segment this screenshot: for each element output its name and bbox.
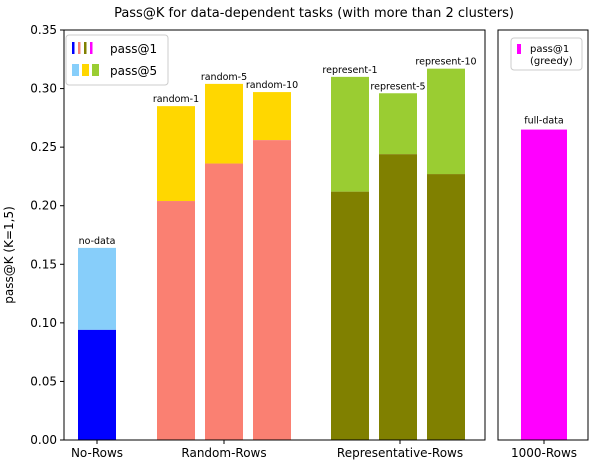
x-tick-label: Representative-Rows	[337, 446, 463, 460]
bar-pass5	[427, 68, 465, 175]
bar-label: random-5	[201, 72, 247, 83]
y-tick-label: 0.15	[30, 257, 57, 271]
y-tick-label: 0.00	[30, 433, 57, 447]
bar-label: random-10	[246, 80, 298, 91]
bar-label: represent-10	[415, 57, 476, 68]
bar-pass5	[253, 92, 291, 141]
chart-title: Pass@K for data-dependent tasks (with mo…	[114, 6, 514, 21]
bar-label: no-data	[79, 236, 116, 247]
legend-label: pass@1	[530, 44, 569, 55]
bar-pass5	[157, 106, 195, 202]
legend-swatch	[82, 64, 89, 76]
y-axis-label: pass@K (K=1,5)	[2, 206, 16, 304]
legend-swatch	[72, 64, 79, 76]
legend-swatch	[78, 42, 81, 54]
legend-swatch	[90, 42, 93, 54]
bar-pass1	[427, 174, 465, 441]
bar-pass1	[78, 329, 116, 440]
legend: pass@1 pass@5	[65, 34, 169, 86]
bar-pass5	[205, 83, 243, 164]
bar-pass1-greedy	[521, 129, 567, 441]
legend-greedy: pass@1(greedy)	[510, 37, 583, 71]
bar-pass5	[379, 93, 417, 155]
legend-swatch	[84, 42, 87, 54]
bar-pass1	[379, 154, 417, 440]
y-tick-label: 0.10	[30, 316, 57, 330]
bar-label: random-1	[153, 94, 199, 105]
x-tick-label: Random-Rows	[181, 446, 266, 460]
bar-pass1	[205, 163, 243, 441]
legend-swatch	[72, 42, 75, 54]
right-panel: full-data 1000-Rows	[497, 29, 589, 460]
x-tick-label: No-Rows	[71, 446, 123, 460]
bar-pass1	[157, 201, 195, 440]
bar-pass1	[331, 191, 369, 440]
legend-swatch	[92, 64, 99, 76]
y-tick-label: 0.30	[30, 82, 57, 96]
legend-label: pass@1	[110, 42, 157, 56]
bar-pass5	[78, 247, 116, 330]
plot-frame	[63, 29, 486, 441]
y-tick-label: 0.35	[30, 23, 57, 37]
bar-label: represent-1	[322, 65, 377, 76]
legend-label: (greedy)	[530, 56, 573, 67]
bar-label: full-data	[524, 116, 563, 127]
bar-pass5	[331, 76, 369, 192]
x-tick-label: 1000-Rows	[511, 446, 577, 460]
legend-label: pass@5	[110, 64, 157, 78]
y-tick-label: 0.20	[30, 199, 57, 213]
bar-pass1	[253, 140, 291, 440]
bar-label: represent-5	[370, 81, 425, 92]
plot-frame-right	[497, 29, 589, 441]
legend-swatch	[517, 44, 521, 54]
legend-box	[510, 37, 583, 71]
y-tick-label: 0.05	[30, 374, 57, 388]
y-tick-label: 0.25	[30, 140, 57, 154]
